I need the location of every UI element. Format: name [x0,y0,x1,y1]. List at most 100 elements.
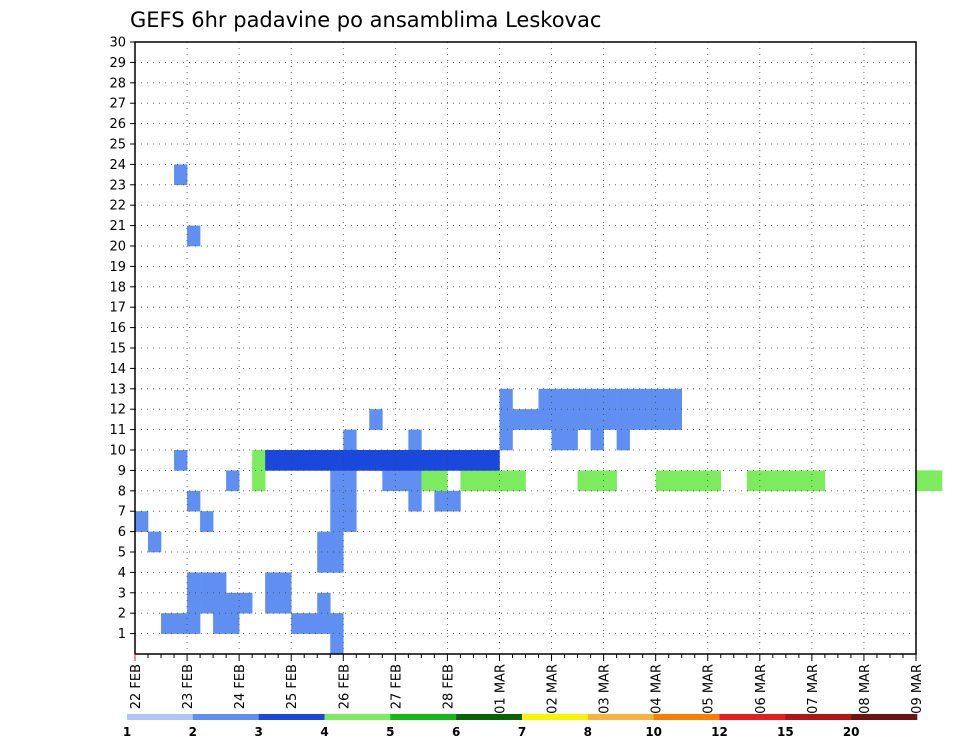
heatmap-cell [395,450,409,471]
heatmap-cell [473,450,487,471]
heatmap-cell [148,531,162,553]
heatmap-cell [746,470,761,492]
heatmap-cell [447,490,461,512]
heatmap-cell [590,470,604,492]
heatmap-cell [590,409,604,430]
y-tick-label: 30 [109,36,126,51]
heatmap-cell [317,552,331,573]
y-tick-label: 18 [109,280,126,295]
heatmap-cell [525,409,539,430]
heatmap-cell [499,470,513,492]
heatmap-cell [226,592,240,614]
x-tick-label: 24 FEB [233,664,248,709]
y-tick-label: 14 [109,362,126,377]
y-tick-label: 20 [109,240,126,255]
heatmap-cell [317,450,331,471]
heatmap-cell [694,470,709,492]
colorbar-label: 5 [386,725,394,739]
heatmap-cell [616,429,630,451]
heatmap-cell [668,388,682,410]
heatmap-cell [278,450,292,471]
heatmap-cell [577,388,591,410]
y-tick-label: 6 [118,525,126,540]
y-tick-label: 29 [109,56,126,71]
heatmap-cells [135,164,943,655]
y-tick-label: 13 [109,382,126,397]
heatmap-cell [252,450,266,471]
heatmap-cell [798,470,813,492]
heatmap-cell [577,470,591,492]
y-tick-label: 26 [109,117,126,132]
heatmap-cell [668,409,682,430]
y-tick-label: 2 [118,607,126,622]
heatmap-cell [538,409,552,430]
heatmap-cell [629,388,643,410]
heatmap-cell [499,409,513,430]
y-tick-label: 19 [109,260,126,275]
heatmap-cell [174,450,188,471]
colorbar-swatch [456,714,523,720]
heatmap-cell [200,572,214,594]
heatmap-cell [616,388,630,410]
heatmap-cell [382,450,396,471]
y-tick-label: 1 [118,627,126,642]
heatmap-cell [460,450,474,471]
heatmap-cell [929,470,943,492]
heatmap-cell [213,613,227,634]
heatmap-cell [330,633,344,655]
x-tick-label: 02 MAR [546,664,561,714]
heatmap-cell [174,164,188,186]
heatmap-cell [395,470,409,492]
heatmap-cell [265,572,279,594]
heatmap-cell [772,470,787,492]
heatmap-cell [668,470,682,492]
heatmap-cell [187,613,201,634]
heatmap-cell [551,409,565,430]
heatmap-cell [213,572,227,594]
heatmap-cell [916,470,930,492]
heatmap-cell [655,409,669,430]
heatmap-cell [681,470,696,492]
y-tick-label: 5 [118,546,126,561]
heatmap-cell [291,450,305,471]
heatmap-cell [564,429,578,451]
x-tick-label: 22 FEB [129,664,144,709]
heatmap-cell [577,409,591,430]
colorbar-swatch [127,714,194,720]
heatmap-cell [330,613,344,634]
heatmap-cell [408,490,422,512]
heatmap-cell [330,450,344,471]
y-tick-label: 16 [109,321,126,336]
heatmap-cell [174,613,188,634]
x-tick-label: 09 MAR [910,664,925,714]
colorbar-swatch [587,714,654,720]
y-tick-label: 11 [109,423,126,438]
heatmap-cell [564,388,578,410]
heatmap-cell [343,490,357,512]
heatmap-cell [187,490,201,512]
x-tick-label: 25 FEB [285,664,300,709]
heatmap-cell [213,592,227,614]
heatmap-cell [785,470,800,492]
heatmap-cell [317,531,331,553]
heatmap-cell [330,531,344,553]
heatmap-cell [499,388,513,410]
heatmap-cell [421,470,435,492]
heatmap-cell [304,613,318,634]
heatmap-cell [629,409,643,430]
heatmap-cell [265,450,279,471]
heatmap-cell [239,592,253,614]
heatmap-cell [408,450,422,471]
heatmap-cell [187,572,201,594]
x-tick-label: 26 FEB [337,664,352,709]
heatmap-cell [369,450,383,471]
y-tick-label: 22 [109,199,126,214]
heatmap-cell [278,592,292,614]
x-tick-label: 27 FEB [389,664,404,709]
heatmap-cell [343,511,357,532]
heatmap-cell [252,470,266,492]
heatmap-cell [343,450,357,471]
y-tick-label: 9 [118,464,126,479]
colorbar-label: 15 [777,725,794,739]
colorbar-label: 12 [711,725,728,739]
